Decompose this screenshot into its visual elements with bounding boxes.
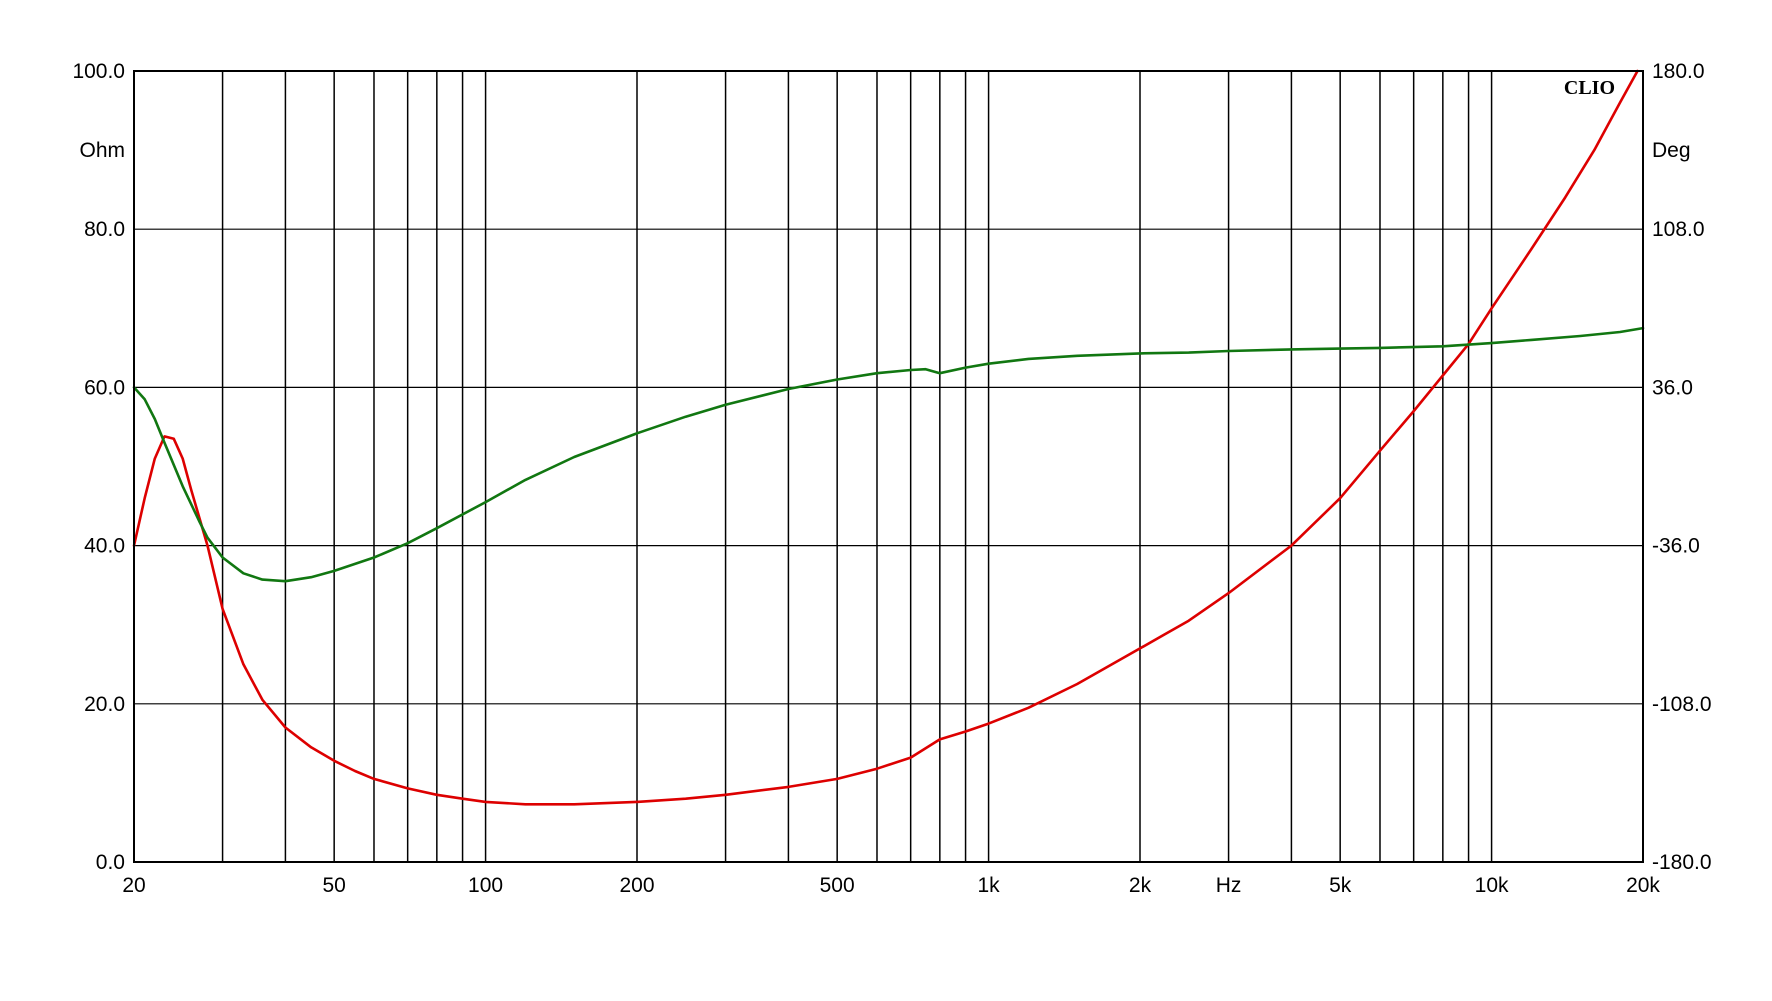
y-right-tick-label: 180.0 [1652,60,1705,83]
plot-frame [133,70,1644,863]
x-unit-label: Hz [1216,874,1242,897]
y-left-unit-label: Ohm [79,139,125,162]
y-right-tick-label: -36.0 [1652,535,1700,558]
series-line-2 [132,326,1645,583]
axis-labels: 0.0 20.0 40.0 60.0 80.0 100.0 Ohm -180.0 -108.0 -… [72,60,1711,897]
y-right-tick-label: 36.0 [1652,376,1693,399]
y-left-tick-label: 0.0 [96,851,125,874]
brand-label: CLIO [1564,77,1615,99]
series-line-1 [132,69,1639,806]
y-left-tick-label: 60.0 [84,376,125,399]
y-left-tick-label: 100.0 [72,60,125,83]
y-right-tick-label: -180.0 [1652,851,1712,874]
x-tick-label: 1k [977,874,1000,897]
y-left-tick-label: 80.0 [84,218,125,241]
y-right-unit-label: Deg [1652,139,1691,162]
y-right-tick-label: -108.0 [1652,693,1712,716]
x-tick-label: 20 [122,874,145,897]
x-tick-label: 200 [619,874,654,897]
x-tick-label: 50 [322,874,345,897]
x-tick-label: 500 [820,874,855,897]
series-group [132,69,1645,806]
x-tick-label: 20k [1626,874,1660,897]
x-tick-label: 5k [1329,874,1352,897]
x-tick-label: 2k [1129,874,1152,897]
x-tick-label: 100 [468,874,503,897]
y-left-tick-label: 20.0 [84,693,125,716]
y-right-tick-label: 108.0 [1652,218,1705,241]
y-left-tick-label: 40.0 [84,535,125,558]
x-tick-label: 10k [1475,874,1509,897]
